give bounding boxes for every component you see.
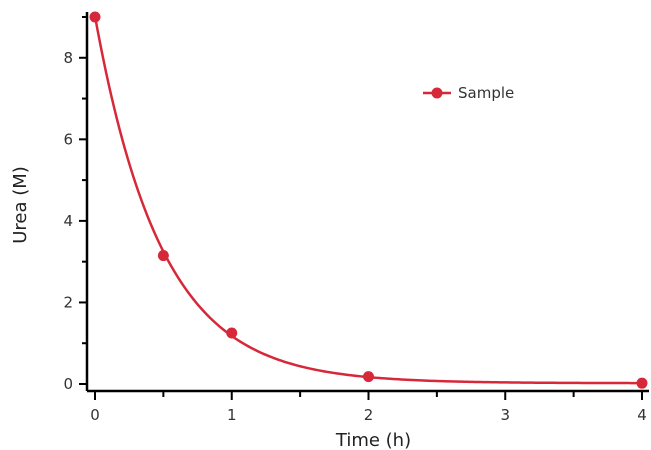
- y-tick-label: 0: [63, 375, 73, 393]
- plot-area: [89, 11, 648, 389]
- data-point: [89, 11, 101, 23]
- data-point: [636, 377, 648, 389]
- x-tick-label: 4: [637, 406, 647, 424]
- x-axis-title: Time (h): [335, 430, 411, 450]
- x-tick-label: 1: [227, 406, 237, 424]
- y-tick-label: 4: [63, 212, 73, 230]
- data-point: [363, 371, 374, 383]
- series-sample-fit-line: [93, 15, 642, 385]
- y-tick-label: 2: [63, 293, 73, 311]
- y-tick-label: 8: [63, 49, 73, 67]
- x-tick-label: 2: [364, 406, 374, 424]
- y-axis-title: Urea (M): [10, 166, 31, 244]
- x-tick-label: 0: [90, 406, 100, 424]
- legend: Sample: [423, 84, 514, 102]
- data-point: [157, 250, 169, 262]
- axes: [85, 12, 649, 393]
- legend-label-sample: Sample: [458, 84, 514, 102]
- legend-marker: [431, 87, 443, 99]
- x-tick-label: 3: [500, 406, 510, 424]
- data-point: [226, 327, 238, 339]
- ticks: 0 1 2 3 4 0 2 4 6 8: [63, 16, 647, 424]
- y-tick-label: 6: [63, 130, 73, 148]
